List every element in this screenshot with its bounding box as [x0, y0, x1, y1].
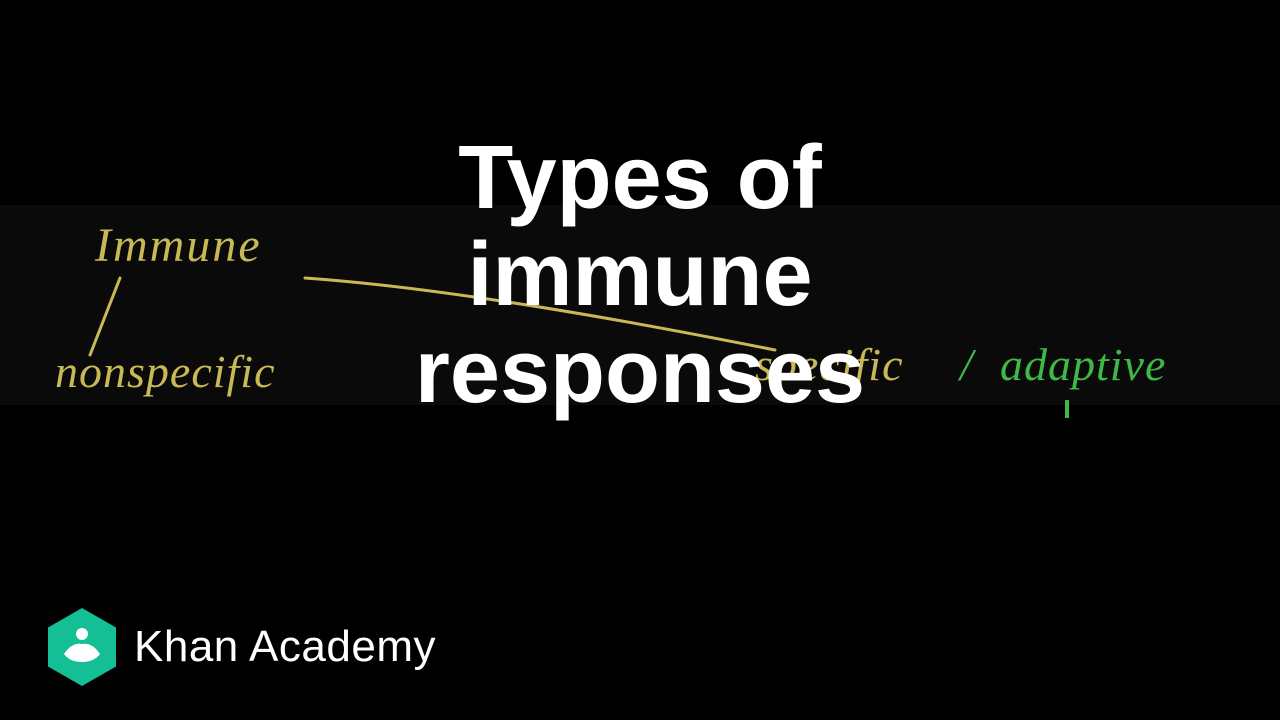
logo-head — [76, 628, 88, 640]
title-line-1: Types of — [0, 130, 1280, 227]
video-title: Types of immune responses — [0, 130, 1280, 422]
brand-block: Khan Academy — [48, 608, 436, 686]
title-line-2: immune — [0, 227, 1280, 324]
brand-name: Khan Academy — [134, 622, 436, 672]
title-line-3: responses — [0, 324, 1280, 421]
video-thumbnail: Immune nonspecific specific / adaptive T… — [0, 0, 1280, 720]
khan-logo-icon — [48, 608, 116, 686]
